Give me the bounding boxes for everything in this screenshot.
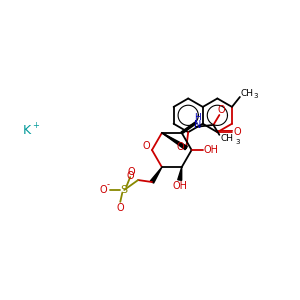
- Text: O: O: [100, 185, 107, 195]
- Text: O: O: [176, 142, 184, 152]
- Text: N: N: [194, 120, 201, 130]
- Text: 3: 3: [235, 139, 239, 145]
- Text: +: +: [32, 121, 39, 130]
- Text: OH: OH: [172, 181, 187, 191]
- Text: 3: 3: [254, 93, 258, 99]
- Polygon shape: [178, 167, 182, 180]
- Text: O: O: [218, 105, 225, 115]
- Text: O: O: [128, 167, 135, 177]
- Text: S: S: [121, 185, 128, 195]
- Text: K: K: [23, 124, 31, 137]
- Text: CH: CH: [221, 134, 234, 143]
- Text: CH: CH: [240, 88, 253, 98]
- Text: O: O: [116, 203, 124, 213]
- Polygon shape: [162, 133, 187, 150]
- Text: H: H: [194, 113, 201, 122]
- Text: OH: OH: [204, 145, 219, 155]
- Polygon shape: [150, 167, 162, 183]
- Text: O: O: [142, 141, 150, 151]
- Text: -: -: [107, 181, 110, 190]
- Text: O: O: [233, 127, 241, 137]
- Text: O: O: [127, 171, 134, 181]
